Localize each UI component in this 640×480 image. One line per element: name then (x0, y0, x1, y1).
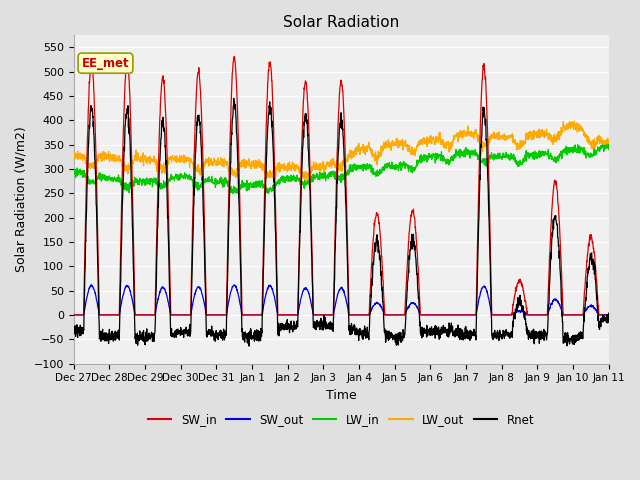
Legend: SW_in, SW_out, LW_in, LW_out, Rnet: SW_in, SW_out, LW_in, LW_out, Rnet (143, 409, 540, 431)
Y-axis label: Solar Radiation (W/m2): Solar Radiation (W/m2) (15, 127, 28, 272)
Title: Solar Radiation: Solar Radiation (283, 15, 399, 30)
Text: EE_met: EE_met (82, 57, 129, 70)
X-axis label: Time: Time (326, 389, 356, 402)
